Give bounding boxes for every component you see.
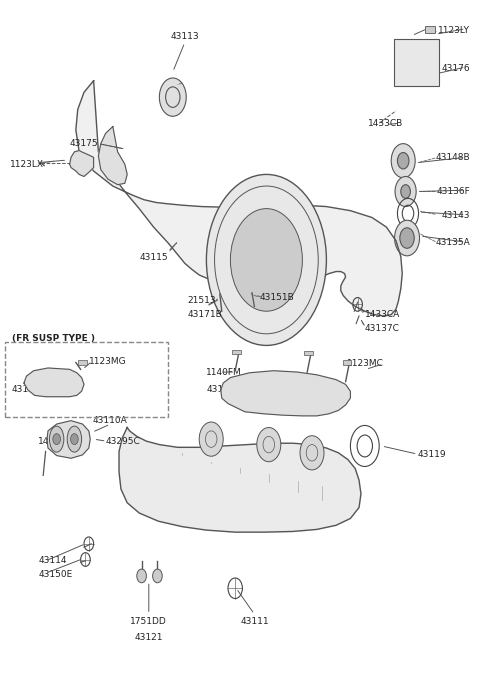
- Circle shape: [391, 144, 415, 178]
- Circle shape: [206, 174, 326, 345]
- Circle shape: [53, 434, 60, 445]
- Circle shape: [402, 64, 409, 73]
- Text: 43135A: 43135A: [436, 238, 470, 248]
- Text: 1123LY: 1123LY: [438, 26, 470, 36]
- Polygon shape: [76, 81, 402, 316]
- Circle shape: [159, 78, 186, 116]
- Text: 43143: 43143: [442, 211, 470, 220]
- Text: 43136F: 43136F: [437, 187, 470, 196]
- Text: 43175: 43175: [70, 139, 98, 148]
- Circle shape: [419, 49, 426, 58]
- Bar: [5, 342, 168, 417]
- Circle shape: [395, 176, 416, 207]
- Circle shape: [153, 569, 162, 583]
- Polygon shape: [70, 150, 94, 176]
- Text: 43171B: 43171B: [187, 310, 222, 319]
- Polygon shape: [24, 368, 84, 397]
- Text: 43114: 43114: [38, 556, 67, 566]
- Circle shape: [71, 434, 78, 445]
- Text: 1751DD: 1751DD: [131, 617, 167, 626]
- Text: 1123MC: 1123MC: [347, 359, 384, 369]
- Polygon shape: [47, 421, 90, 458]
- Circle shape: [230, 209, 302, 311]
- Circle shape: [137, 569, 146, 583]
- Text: 43111: 43111: [240, 617, 269, 626]
- Bar: [232, 350, 241, 354]
- Bar: [394, 39, 439, 86]
- Text: 43113: 43113: [170, 32, 199, 41]
- Bar: [343, 360, 351, 365]
- Bar: [78, 360, 87, 365]
- Text: 43150E: 43150E: [38, 570, 72, 579]
- Bar: [425, 26, 435, 33]
- Text: 43115: 43115: [139, 253, 168, 262]
- Text: 43137C: 43137C: [365, 324, 400, 333]
- Polygon shape: [221, 371, 350, 416]
- Text: 43119: 43119: [418, 450, 446, 460]
- Circle shape: [402, 49, 409, 58]
- Polygon shape: [119, 428, 361, 532]
- Text: 43295C: 43295C: [106, 436, 140, 446]
- Circle shape: [257, 428, 281, 462]
- Circle shape: [199, 422, 223, 456]
- Text: 43148B: 43148B: [436, 153, 470, 162]
- Circle shape: [300, 436, 324, 470]
- Text: 43121: 43121: [134, 633, 163, 642]
- Circle shape: [395, 220, 420, 256]
- Circle shape: [419, 64, 426, 73]
- Circle shape: [400, 228, 414, 248]
- Text: 43120A: 43120A: [206, 385, 241, 395]
- Text: 21513: 21513: [187, 296, 216, 306]
- Ellipse shape: [49, 426, 64, 452]
- Text: 1123LX: 1123LX: [10, 159, 44, 169]
- Text: 43151B: 43151B: [259, 293, 294, 302]
- Text: 1140FM: 1140FM: [206, 368, 242, 378]
- Bar: [304, 351, 313, 355]
- Text: 43121E: 43121E: [12, 385, 46, 395]
- Text: 1433CA: 1433CA: [365, 310, 400, 319]
- Circle shape: [397, 153, 409, 169]
- Text: (FR SUSP TYPE ): (FR SUSP TYPE ): [12, 334, 95, 343]
- Circle shape: [401, 185, 410, 198]
- Text: 1123MG: 1123MG: [89, 356, 126, 366]
- Ellipse shape: [67, 426, 82, 452]
- Text: 1433CB: 1433CB: [368, 118, 403, 128]
- Text: 1431CJ: 1431CJ: [38, 436, 70, 446]
- Text: 43176: 43176: [442, 64, 470, 73]
- Polygon shape: [98, 127, 127, 185]
- Text: 43110A: 43110A: [93, 417, 128, 425]
